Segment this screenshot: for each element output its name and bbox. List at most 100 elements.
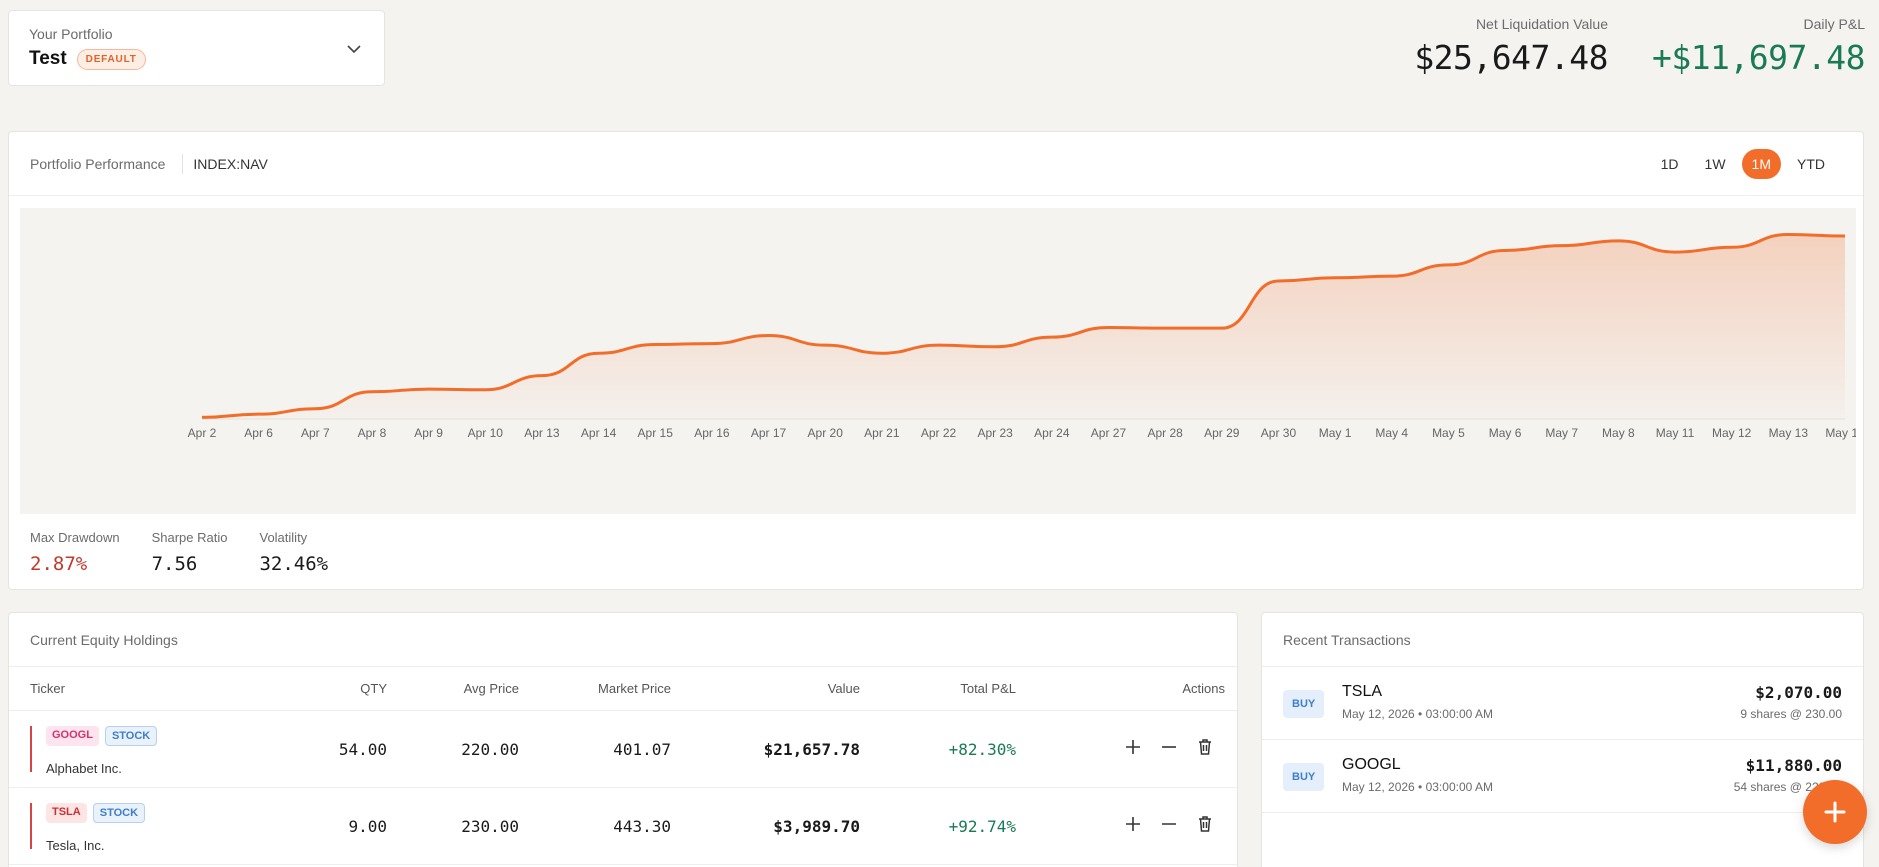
cell-avg: 230.00 <box>461 817 519 836</box>
portfolio-label: Your Portfolio <box>29 26 113 42</box>
stat-volatility: Volatility 32.46% <box>259 530 328 575</box>
stat-label: Volatility <box>259 530 308 545</box>
stat-label: Sharpe Ratio <box>151 530 228 545</box>
cell-pl: +82.30% <box>948 740 1016 759</box>
transaction-type-badge: BUY <box>1283 690 1325 718</box>
nlv-label: Net Liquidation Value <box>1475 16 1608 32</box>
transaction-amount: $11,880.00 <box>1745 756 1842 775</box>
chart-svg: Apr 2 Apr 6 Apr 7 Apr 8 Apr 9 Apr 10 Apr 13 Apr… <box>188 232 1856 440</box>
row-indicator <box>30 726 32 772</box>
index-label: INDEX:NAV <box>193 155 268 172</box>
x-tick-label: Apr 30 <box>1261 426 1297 440</box>
transaction-ticker: GOOGL <box>1342 756 1401 773</box>
transaction-type-badge: BUY <box>1283 763 1325 791</box>
default-badge: DEFAULT <box>76 48 146 70</box>
transactions-title: Recent Transactions <box>1262 613 1863 667</box>
trash-icon[interactable] <box>1195 737 1215 757</box>
daily-pnl-kpi: Daily P&L +$11,697.48 <box>1651 16 1866 77</box>
x-tick-label: Apr 15 <box>638 426 674 440</box>
transaction-item[interactable]: BUY TSLA May 12, 2026 • 03:00:00 AM $2,070.… <box>1262 667 1863 740</box>
x-tick-label: Apr 13 <box>524 426 560 440</box>
plus-icon[interactable] <box>1123 814 1143 834</box>
x-tick-label: Apr 10 <box>468 426 504 440</box>
company-name: Tesla, Inc. <box>46 838 105 853</box>
column-header-avg-price[interactable]: Avg Price <box>463 681 519 696</box>
divider <box>182 153 184 174</box>
transactions-card: Recent Transactions BUY TSLA May 12, 2026 … <box>1261 612 1864 867</box>
plus-icon[interactable] <box>1123 737 1143 757</box>
cell-qty: 9.00 <box>348 817 387 836</box>
x-tick-label: Apr 6 <box>244 426 273 440</box>
stat-label: Max Drawdown <box>30 530 120 545</box>
x-tick-label: Apr 28 <box>1147 426 1183 440</box>
ticker-badge: GOOGL <box>46 726 99 746</box>
column-header-market-price[interactable]: Market Price <box>598 681 671 696</box>
x-tick-label: May 4 <box>1375 426 1408 440</box>
table-row[interactable]: GOOGL STOCK Alphabet Inc. 54.00 220.00 401.07… <box>9 711 1237 788</box>
x-tick-label: Apr 8 <box>358 426 387 440</box>
x-tick-label: Apr 16 <box>694 426 730 440</box>
range-button-ytd[interactable]: YTD <box>1797 156 1825 172</box>
minus-icon[interactable] <box>1159 737 1179 757</box>
performance-title: Portfolio Performance <box>30 155 166 172</box>
table-row[interactable]: TSLA STOCK Tesla, Inc. 9.00 230.00 443.30 $3,9… <box>9 788 1237 865</box>
column-header-actions[interactable]: Actions <box>1182 681 1225 696</box>
x-tick-label: Apr 29 <box>1204 426 1240 440</box>
range-button-1m[interactable]: 1M <box>1741 149 1781 179</box>
plus-icon <box>1824 801 1846 823</box>
cell-value: $3,989.70 <box>773 817 860 836</box>
x-tick-label: Apr 17 <box>751 426 787 440</box>
trash-icon[interactable] <box>1195 814 1215 834</box>
stat-value: 32.46% <box>259 553 329 575</box>
x-tick-label: Apr 27 <box>1091 426 1127 440</box>
x-tick-label: May 8 <box>1602 426 1635 440</box>
stat-value: 7.56 <box>151 553 198 575</box>
cell-pl: +92.74% <box>948 817 1016 836</box>
risk-stats: Max Drawdown 2.87% Sharpe Ratio 7.56 Volatil… <box>30 530 360 575</box>
x-tick-label: May 14 <box>1825 426 1856 440</box>
column-header-qty[interactable]: QTY <box>360 681 387 696</box>
x-tick-label: May 7 <box>1545 426 1578 440</box>
minus-icon[interactable] <box>1159 814 1179 834</box>
transaction-item[interactable]: BUY GOOGL May 12, 2026 • 03:00:00 AM $11,88… <box>1262 740 1863 813</box>
holdings-card: Current Equity Holdings Ticker QTY Avg Pri… <box>8 612 1238 867</box>
x-tick-label: May 12 <box>1712 426 1752 440</box>
portfolio-selector[interactable]: Your Portfolio Test DEFAULT <box>8 10 385 86</box>
transaction-date: May 12, 2026 • 03:00:00 AM <box>1342 780 1493 794</box>
portfolio-name: Test <box>29 48 67 69</box>
cell-market: 401.07 <box>613 740 671 759</box>
stat-max-drawdown: Max Drawdown 2.87% <box>30 530 120 575</box>
range-selector: 1D 1W 1M YTD <box>1651 149 1835 179</box>
x-tick-label: Apr 14 <box>581 426 617 440</box>
add-button[interactable] <box>1803 780 1867 844</box>
transactions-list: BUY TSLA May 12, 2026 • 03:00:00 AM $2,070.… <box>1262 667 1863 813</box>
range-button-1d[interactable]: 1D <box>1660 156 1679 172</box>
holdings-rows: GOOGL STOCK Alphabet Inc. 54.00 220.00 401.07… <box>9 711 1237 865</box>
x-tick-label: Apr 2 <box>188 426 217 440</box>
cell-avg: 220.00 <box>461 740 519 759</box>
net-liquidation-kpi: Net Liquidation Value $25,647.48 <box>1414 16 1608 77</box>
x-tick-label: May 5 <box>1432 426 1465 440</box>
stat-sharpe-ratio: Sharpe Ratio 7.56 <box>152 530 228 575</box>
chevron-down-icon[interactable] <box>346 41 362 57</box>
x-tick-label: Apr 20 <box>808 426 844 440</box>
column-header-value[interactable]: Value <box>827 681 860 696</box>
pnl-label: Daily P&L <box>1803 16 1865 32</box>
x-tick-label: Apr 22 <box>921 426 957 440</box>
transaction-amount: $2,070.00 <box>1755 683 1842 702</box>
holdings-title: Current Equity Holdings <box>9 613 1237 667</box>
transaction-detail: 9 shares @ 230.00 <box>1740 707 1842 721</box>
asset-type-badge: STOCK <box>104 726 158 746</box>
stat-value: 2.87% <box>30 553 88 575</box>
cell-value: $21,657.78 <box>763 740 860 759</box>
x-tick-label: Apr 9 <box>414 426 443 440</box>
asset-type-badge: STOCK <box>92 803 146 823</box>
performance-chart: Apr 2 Apr 6 Apr 7 Apr 8 Apr 9 Apr 10 Apr 13 Apr… <box>20 208 1856 514</box>
row-indicator <box>30 803 32 849</box>
column-header-total-p-l[interactable]: Total P&L <box>960 681 1016 696</box>
range-button-1w[interactable]: 1W <box>1704 156 1726 172</box>
transaction-date: May 12, 2026 • 03:00:00 AM <box>1342 707 1493 721</box>
x-tick-label: Apr 23 <box>977 426 1013 440</box>
pnl-value: +$11,697.48 <box>1651 38 1866 77</box>
column-header-ticker[interactable]: Ticker <box>30 681 65 696</box>
